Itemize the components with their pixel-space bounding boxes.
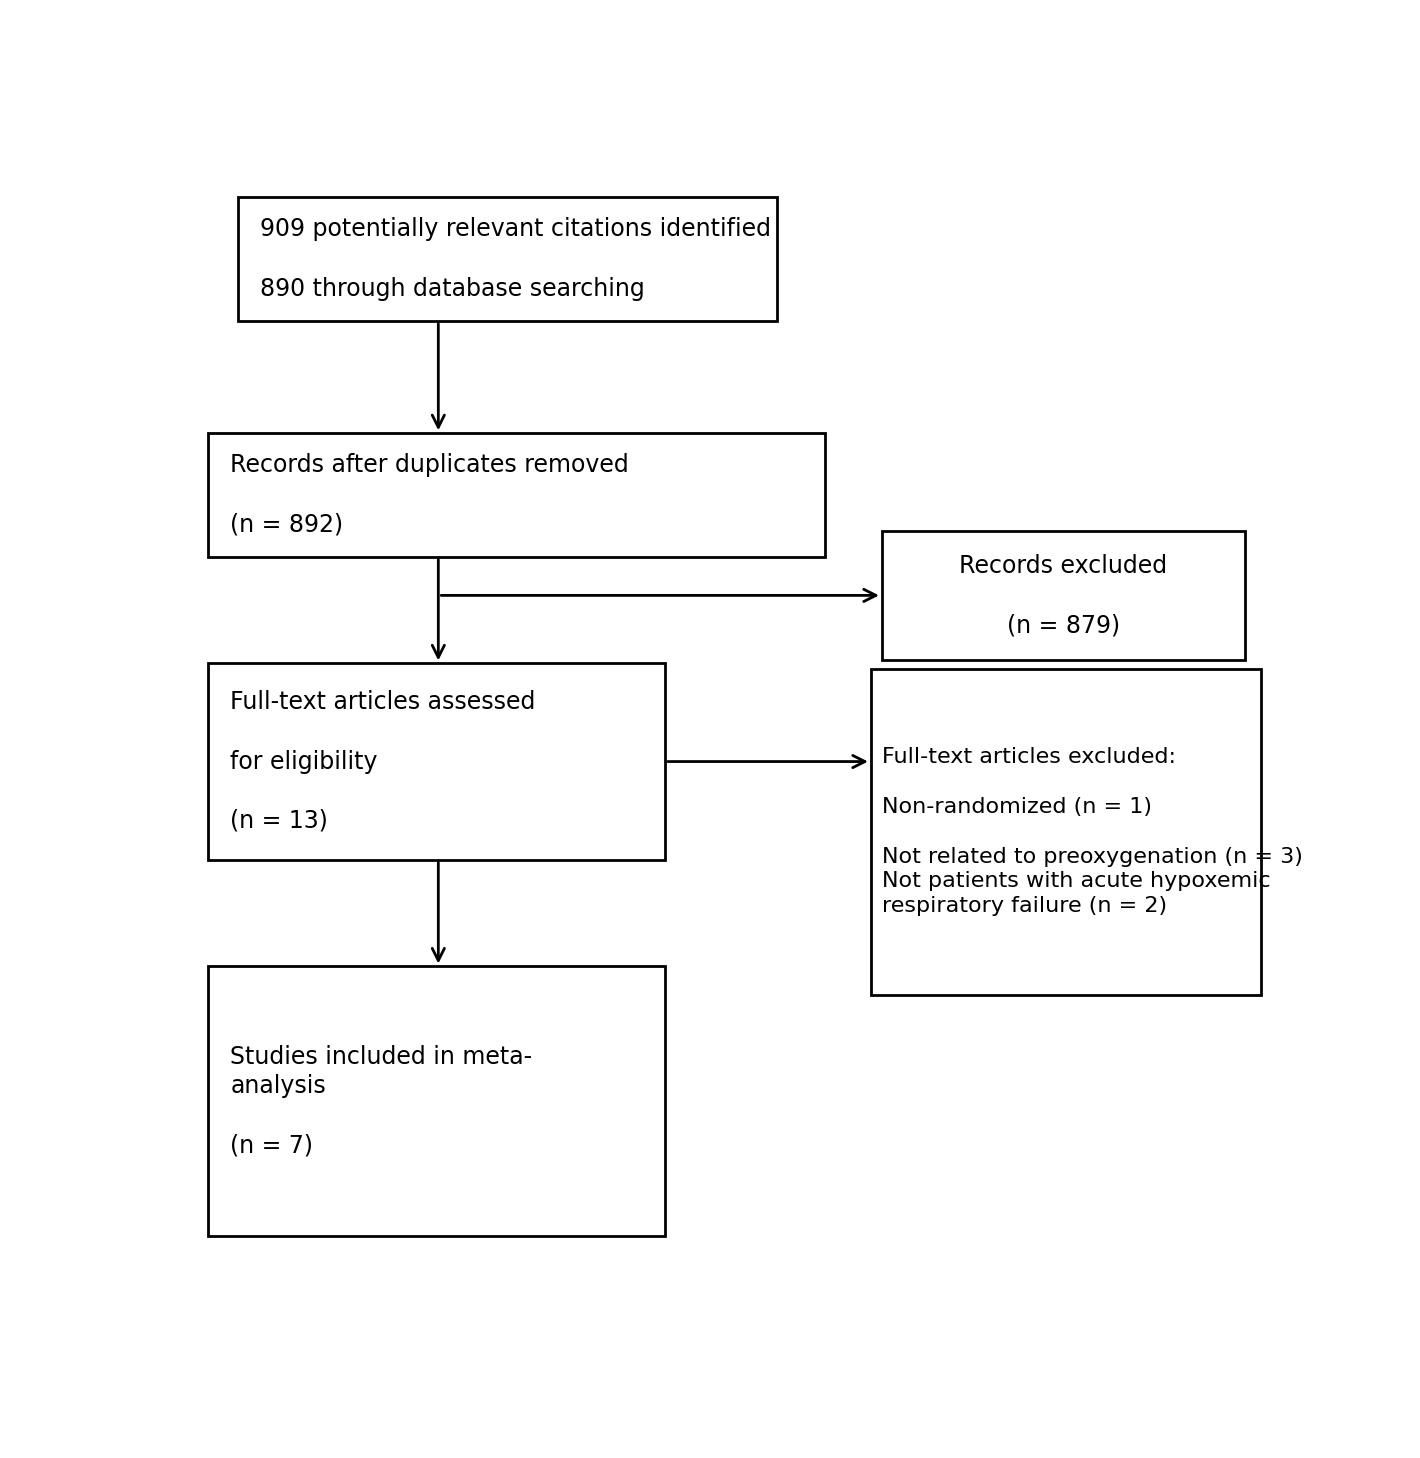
FancyBboxPatch shape: [209, 433, 825, 557]
Text: Records after duplicates removed
 
(n = 892): Records after duplicates removed (n = 89…: [230, 453, 629, 537]
Text: Full-text articles assessed
 
for eligibility
 
(n = 13): Full-text articles assessed for eligibil…: [230, 690, 535, 833]
FancyBboxPatch shape: [870, 669, 1261, 994]
Text: Studies included in meta-
analysis
 
(n = 7): Studies included in meta- analysis (n = …: [230, 1044, 532, 1158]
Text: Full-text articles excluded:
 
Non-randomized (n = 1)
 
Not related to preoxygen: Full-text articles excluded: Non-randomi…: [882, 748, 1302, 916]
FancyBboxPatch shape: [239, 197, 777, 321]
FancyBboxPatch shape: [882, 531, 1245, 660]
Text: Records excluded
 
(n = 879): Records excluded (n = 879): [960, 554, 1167, 637]
FancyBboxPatch shape: [209, 663, 665, 860]
FancyBboxPatch shape: [209, 967, 665, 1236]
Text: 909 potentially relevant citations identified
 
890 through database searching: 909 potentially relevant citations ident…: [260, 217, 771, 300]
